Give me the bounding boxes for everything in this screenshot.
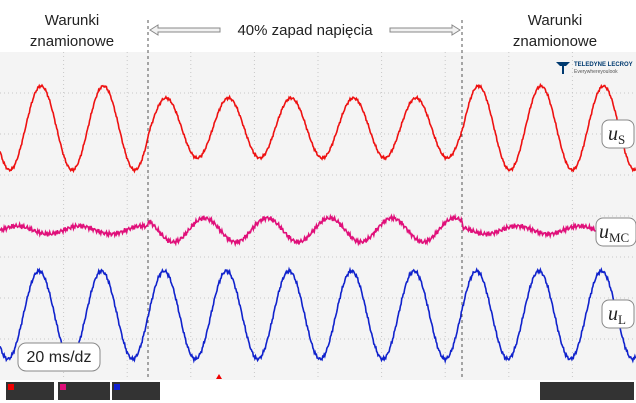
right-label: znamionowe bbox=[513, 33, 597, 50]
subscript: S bbox=[618, 132, 625, 147]
dip-label: 40% zapad napięcia bbox=[237, 22, 373, 39]
left-label: Warunki bbox=[45, 12, 99, 29]
left-label: znamionowe bbox=[30, 33, 114, 50]
subscript: L bbox=[618, 312, 626, 327]
subscript: MC bbox=[609, 230, 629, 245]
signal-label: uMC bbox=[596, 218, 636, 246]
timebase: 20 ms/dz bbox=[27, 349, 92, 366]
scope-figure: 40% zapad napięcia Warunki znamionowe Wa… bbox=[0, 0, 636, 403]
logo-tagline: Everywhereyoulook bbox=[574, 69, 618, 75]
signal-label: uS bbox=[602, 120, 634, 148]
right-label: Warunki bbox=[528, 12, 582, 29]
page: 40% zapad napięcia Warunki znamionowe Wa… bbox=[0, 0, 636, 403]
logo-brand: TELEDYNE LECROY bbox=[574, 62, 633, 68]
symbol: u bbox=[608, 123, 618, 145]
symbol: u bbox=[599, 221, 609, 243]
signal-label: uL bbox=[602, 300, 634, 328]
symbol: u bbox=[608, 303, 618, 325]
